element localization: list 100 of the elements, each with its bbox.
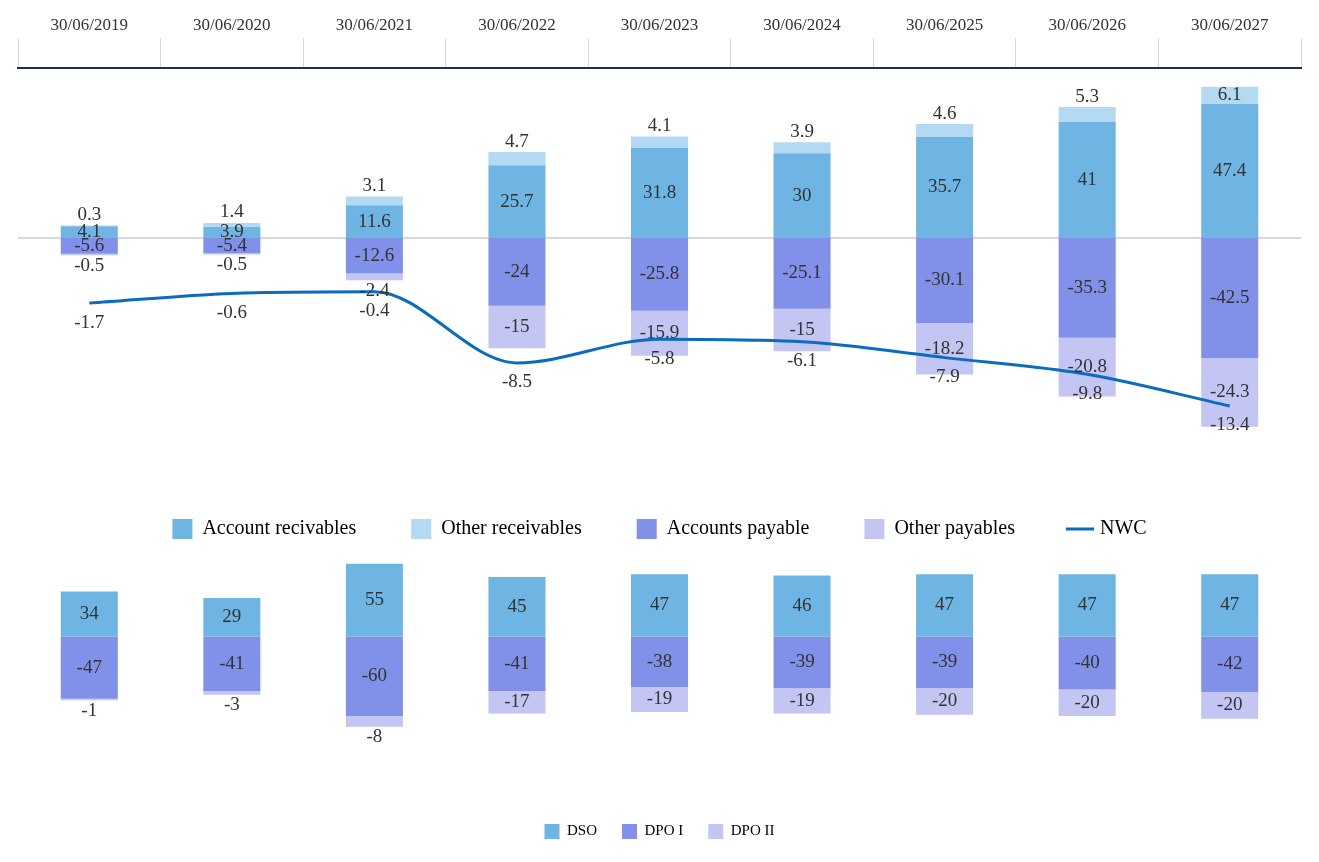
data-label: 47 [1220, 593, 1240, 615]
data-label: -25.1 [782, 261, 822, 283]
legend-label: DPO II [730, 822, 775, 839]
data-label: -39 [789, 650, 815, 672]
bar [916, 137, 974, 238]
bar [488, 636, 546, 691]
data-label: -25.8 [639, 262, 680, 284]
bar [773, 688, 831, 714]
bar [630, 237, 689, 311]
x-tick-label: 30/06/2027 [1191, 14, 1269, 34]
bar [773, 636, 831, 689]
bar [345, 205, 403, 238]
bar [203, 598, 261, 637]
bar [1201, 237, 1259, 359]
data-label: 35.7 [927, 175, 962, 197]
data-label: -42.5 [1209, 285, 1250, 307]
bar [1201, 636, 1259, 693]
bar [488, 165, 546, 238]
data-label: -13.4 [1209, 413, 1251, 435]
bar [773, 153, 831, 238]
data-label: -12.6 [354, 243, 395, 265]
legend-label: Other receivables [441, 516, 582, 539]
data-label: 34 [79, 601, 100, 623]
data-label: 25.7 [500, 189, 534, 211]
data-label: 47.4 [1213, 158, 1247, 180]
x-tick-label: 30/06/2021 [335, 14, 414, 34]
data-label: 0.3 [77, 202, 102, 224]
data-label: -8 [366, 725, 383, 747]
bar [630, 136, 689, 149]
bar [60, 591, 118, 637]
data-label: 47 [1077, 593, 1097, 615]
data-label: 41 [1077, 168, 1097, 189]
data-label: 6.1 [1217, 83, 1242, 105]
data-label: -35.3 [1067, 275, 1107, 297]
bar [488, 576, 546, 637]
bar [60, 636, 118, 699]
data-label: -0.5 [216, 253, 247, 275]
bar [1058, 107, 1116, 123]
data-label: 46 [792, 594, 812, 616]
data-label: -7.9 [929, 365, 960, 387]
bar [773, 575, 831, 637]
data-label: 31.8 [642, 181, 677, 202]
data-label: 4.1 [647, 113, 672, 135]
bar [1058, 237, 1116, 338]
data-label: 45 [507, 594, 527, 616]
x-tick-label: 30/06/2020 [193, 14, 271, 34]
data-label: 4.7 [505, 129, 529, 151]
bar [488, 237, 546, 306]
legend-label: Accounts payable [666, 516, 810, 540]
legend-label: DPO I [644, 822, 684, 839]
data-label: 3.1 [362, 173, 387, 195]
bar [203, 636, 261, 691]
data-label: -41 [504, 651, 530, 673]
bar [1201, 104, 1259, 238]
bar [916, 237, 974, 323]
data-label: -60 [361, 664, 388, 686]
data-label: -20 [1074, 690, 1100, 712]
data-label: -42 [1217, 652, 1243, 674]
data-label: 47 [935, 593, 955, 615]
bar [345, 636, 403, 717]
data-label: -47 [76, 655, 102, 677]
bar [1058, 122, 1116, 238]
data-label: -3 [223, 693, 240, 715]
bar [203, 690, 261, 695]
data-label: -9.8 [1072, 381, 1103, 403]
bar [916, 124, 974, 138]
data-label: -41 [219, 651, 245, 673]
legend-label: NWC [1099, 516, 1147, 539]
bar [773, 237, 831, 309]
data-label: -18.2 [924, 336, 965, 358]
data-label: 3.9 [790, 119, 814, 141]
bar [345, 196, 403, 206]
data-label: -20 [931, 689, 958, 711]
legend-label: Account recivables [202, 516, 357, 539]
data-label: -5.8 [644, 346, 675, 368]
data-label: 29 [222, 605, 242, 627]
x-tick-label: 30/06/2022 [478, 14, 556, 34]
bar [488, 152, 546, 166]
data-label: -8.5 [501, 370, 532, 392]
data-label: -0.5 [74, 253, 105, 275]
data-label: -38 [646, 649, 673, 671]
bar [1201, 692, 1259, 719]
data-label: 4.6 [932, 101, 957, 123]
bar [916, 574, 974, 637]
legend-label: Other payables [894, 516, 1016, 540]
data-label: -30.1 [924, 268, 965, 290]
bar [630, 636, 689, 687]
bar [630, 148, 689, 238]
data-label: -24 [504, 259, 531, 281]
bar [916, 688, 974, 715]
data-label: -20 [1217, 693, 1243, 715]
legend-label: DSO [567, 822, 598, 839]
data-label: 5.3 [1075, 84, 1100, 106]
data-label: -19 [646, 687, 673, 709]
bar [345, 237, 403, 274]
data-label: 11.6 [358, 209, 391, 231]
x-tick-label: 30/06/2025 [905, 14, 984, 34]
data-label: 30 [792, 183, 812, 205]
data-label: -0.4 [359, 299, 390, 321]
x-tick-label: 30/06/2023 [620, 14, 699, 34]
